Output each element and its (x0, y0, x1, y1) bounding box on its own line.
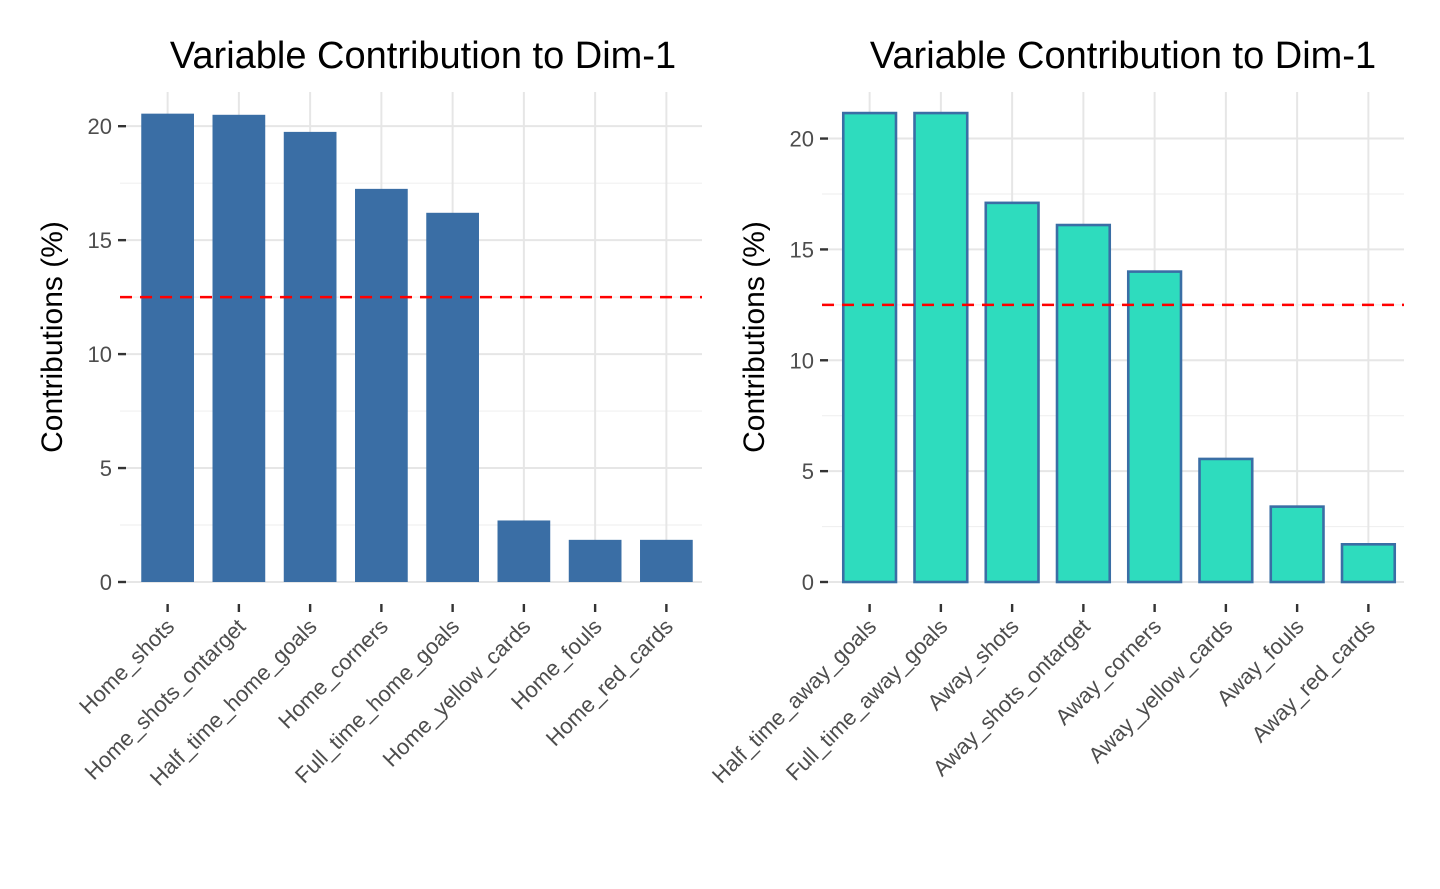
y-tick-label: 5 (802, 459, 814, 484)
chart-panel-2: Variable Contribution to Dim-1 Contributi… (707, 35, 1404, 788)
bar-home-fouls (568, 539, 622, 582)
y-axis-title: Contributions (%) (36, 221, 69, 453)
bar-home-corners (355, 188, 408, 582)
y-tick-label: 20 (88, 114, 112, 139)
bar-away-red-cards (1340, 543, 1397, 584)
chart-panel-1: Variable Contribution to Dim-1 Contributi… (36, 35, 702, 791)
y-tick-label: 0 (802, 570, 814, 595)
y-axis-title: Contributions (%) (738, 221, 771, 453)
x-tick-label: Home_red_cards (541, 614, 678, 751)
chart-title: Variable Contribution to Dim-1 (870, 35, 1376, 77)
y-tick-label: 0 (100, 570, 112, 595)
bar-full-time-home-goals (426, 212, 479, 582)
y-tick-label: 20 (790, 127, 814, 152)
bar-home-red-cards (640, 539, 693, 582)
bar-home-shots (141, 113, 194, 583)
y-tick-label: 15 (88, 228, 112, 253)
bar-full-time-away-goals (913, 111, 969, 584)
chart-title: Variable Contribution to Dim-1 (170, 35, 676, 77)
y-tick-label: 10 (88, 342, 112, 367)
y-tick-label: 10 (790, 348, 814, 373)
y-tick-label: 5 (100, 456, 112, 481)
bar-half-time-away-goals (841, 111, 898, 584)
bar-away-yellow-cards (1198, 457, 1254, 584)
bar-away-corners (1126, 270, 1183, 584)
bar-away-shots (984, 201, 1040, 584)
bar-half-time-home-goals (283, 131, 337, 582)
bar-away-fouls (1269, 505, 1325, 584)
bar-away-shots-ontarget (1055, 223, 1112, 584)
y-tick-label: 15 (790, 237, 814, 262)
bar-home-shots-ontarget (212, 114, 266, 582)
x-tick-label: Away_red_cards (1247, 614, 1380, 747)
bar-home-yellow-cards (497, 520, 551, 582)
